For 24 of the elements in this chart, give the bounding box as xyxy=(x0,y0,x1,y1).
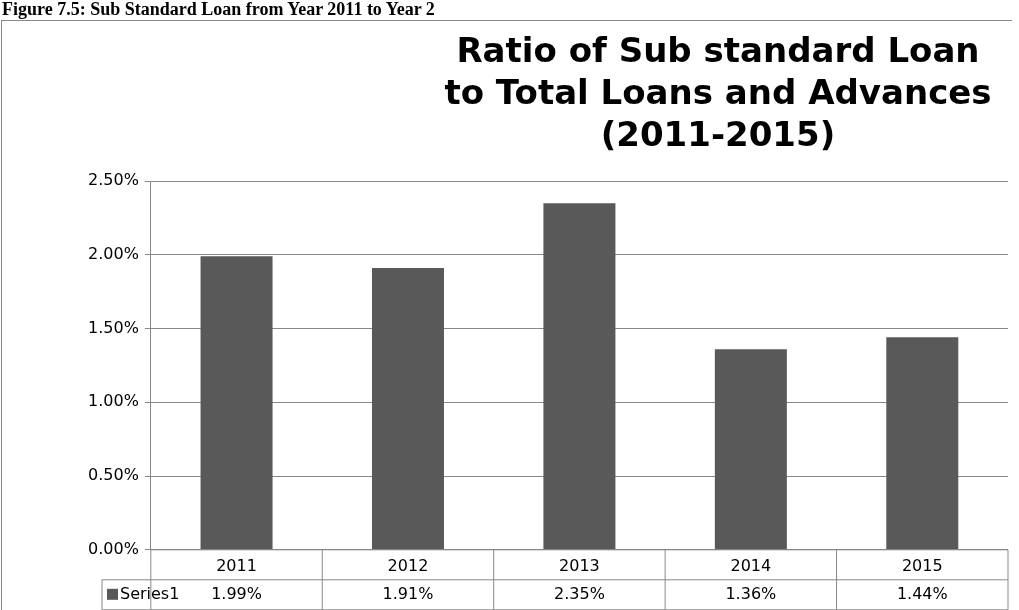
y-tick-label: 0.00% xyxy=(88,538,139,558)
x-tick-label: 2013 xyxy=(559,555,600,575)
bar xyxy=(886,337,959,550)
chart-subtitle: Figure 7.5: Sub Standard Loan from Year 2011 to Year 2 xyxy=(1,0,436,20)
y-tick-label: 1.00% xyxy=(88,391,139,411)
y-tick-label: 2.00% xyxy=(88,243,139,263)
y-tick-label: 0.50% xyxy=(88,465,139,485)
x-tick-label: 2015 xyxy=(901,555,943,575)
data-label: 1.91% xyxy=(382,583,434,603)
x-tick-label: 2014 xyxy=(730,555,772,575)
data-label: 1.99% xyxy=(211,583,262,603)
chart-title: Ratio of Sub standard Loan to Total Loans and Advances (2011-2015) xyxy=(443,29,993,155)
y-tick-label: 1.50% xyxy=(88,317,139,337)
bar xyxy=(543,203,616,550)
legend-label: Series1 xyxy=(120,583,180,603)
y-tick-label: 2.50% xyxy=(88,170,139,190)
data-label: 1.44% xyxy=(896,583,948,603)
bar xyxy=(200,256,273,550)
data-label: 1.36% xyxy=(725,583,777,603)
x-tick-label: 2012 xyxy=(387,555,429,575)
x-tick-label: 2011 xyxy=(216,555,257,575)
data-label: 2.35% xyxy=(554,583,605,603)
bar xyxy=(371,268,444,550)
bar xyxy=(714,349,787,550)
